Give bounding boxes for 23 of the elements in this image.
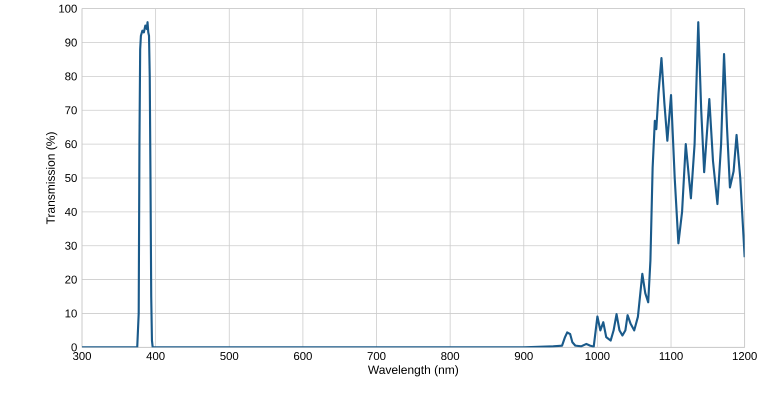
y-tick-label: 100	[59, 4, 77, 13]
y-tick-label: 50	[65, 174, 77, 182]
y-tick-label: 70	[65, 106, 77, 114]
y-tick-label: 60	[65, 140, 77, 148]
x-tick-label: 900	[514, 352, 533, 360]
y-tick-label: 80	[65, 72, 77, 80]
y-tick-label: 30	[65, 242, 77, 250]
x-tick-label: 400	[146, 352, 165, 360]
y-tick-label: 10	[66, 309, 77, 318]
x-tick-label: 1200	[732, 352, 757, 360]
y-tick-label: 20	[65, 276, 77, 284]
y-tick-label: 90	[65, 38, 77, 47]
x-tick-label: 800	[441, 352, 460, 360]
x-tick-label: 700	[368, 352, 386, 360]
y-tick-label: 0	[71, 343, 77, 352]
x-tick-label: 1000	[586, 352, 610, 360]
x-tick-label: 300	[72, 352, 92, 360]
x-tick-label: 500	[220, 352, 238, 360]
x-tick-label: 600	[294, 352, 312, 360]
y-tick-label: 40	[64, 208, 77, 216]
y-axis-title: Transmission (%)	[46, 132, 58, 224]
x-axis-title: Wavelength (nm)	[368, 365, 458, 376]
x-tick-label: 1100	[660, 352, 683, 360]
